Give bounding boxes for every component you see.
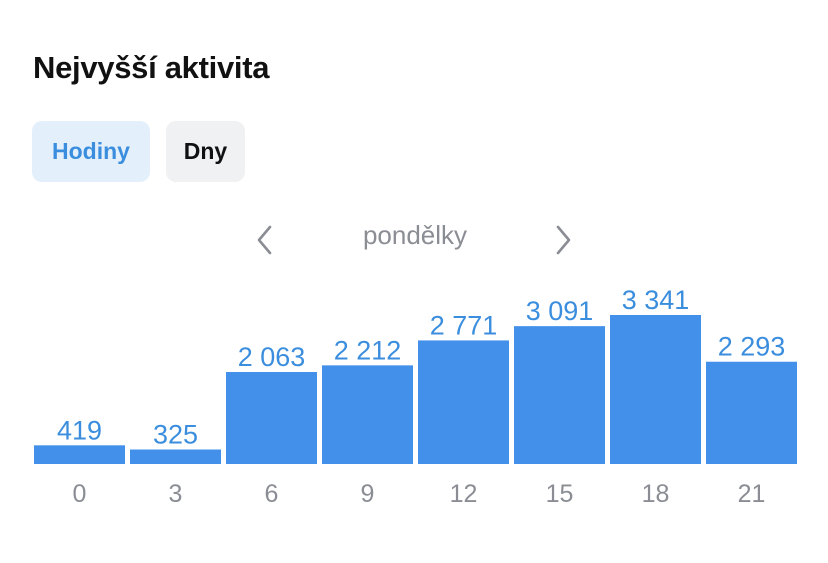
bar-3 [130, 449, 221, 464]
bar-value-label: 3 341 [622, 285, 690, 315]
tab-days[interactable]: Dny [166, 121, 245, 182]
bar-12 [418, 340, 509, 464]
bar-value-label: 325 [153, 420, 198, 450]
bar-9 [322, 365, 413, 464]
x-tick-label: 6 [265, 480, 279, 508]
bar-0 [34, 445, 125, 464]
x-tick-label: 21 [738, 480, 766, 508]
chevron-right-icon [556, 225, 571, 255]
tab-hours[interactable]: Hodiny [32, 121, 150, 182]
bar-value-label: 2 063 [238, 342, 306, 372]
x-tick-label: 15 [546, 480, 574, 508]
period-label: pondělky [362, 220, 468, 250]
bar-15 [514, 326, 605, 464]
bar-value-label: 2 293 [718, 332, 786, 362]
bar-6 [226, 371, 317, 464]
activity-bar-chart: 419 0 325 3 2 063 6 2 212 9 2 771 12 3 091 15 3 341 1… [34, 285, 797, 508]
bar-18 [610, 315, 701, 464]
section-title: Nejvyšší aktivita [33, 50, 270, 85]
bar-value-label: 3 091 [526, 296, 594, 326]
x-tick-label: 3 [169, 480, 183, 508]
bar-21 [706, 361, 797, 464]
x-tick-label: 18 [642, 480, 670, 508]
bar-value-label: 2 771 [430, 310, 498, 340]
x-tick-label: 9 [361, 480, 375, 508]
bar-value-label: 419 [57, 415, 102, 445]
next-period-button[interactable] [548, 218, 578, 262]
x-tick-label: 0 [73, 480, 87, 508]
bar-value-label: 2 212 [334, 335, 402, 365]
previous-period-button[interactable] [250, 218, 280, 262]
tab-hours-label: Hodiny [52, 138, 130, 164]
tab-days-label: Dny [183, 138, 228, 164]
x-tick-label: 12 [450, 480, 478, 508]
chevron-left-icon [257, 225, 272, 255]
